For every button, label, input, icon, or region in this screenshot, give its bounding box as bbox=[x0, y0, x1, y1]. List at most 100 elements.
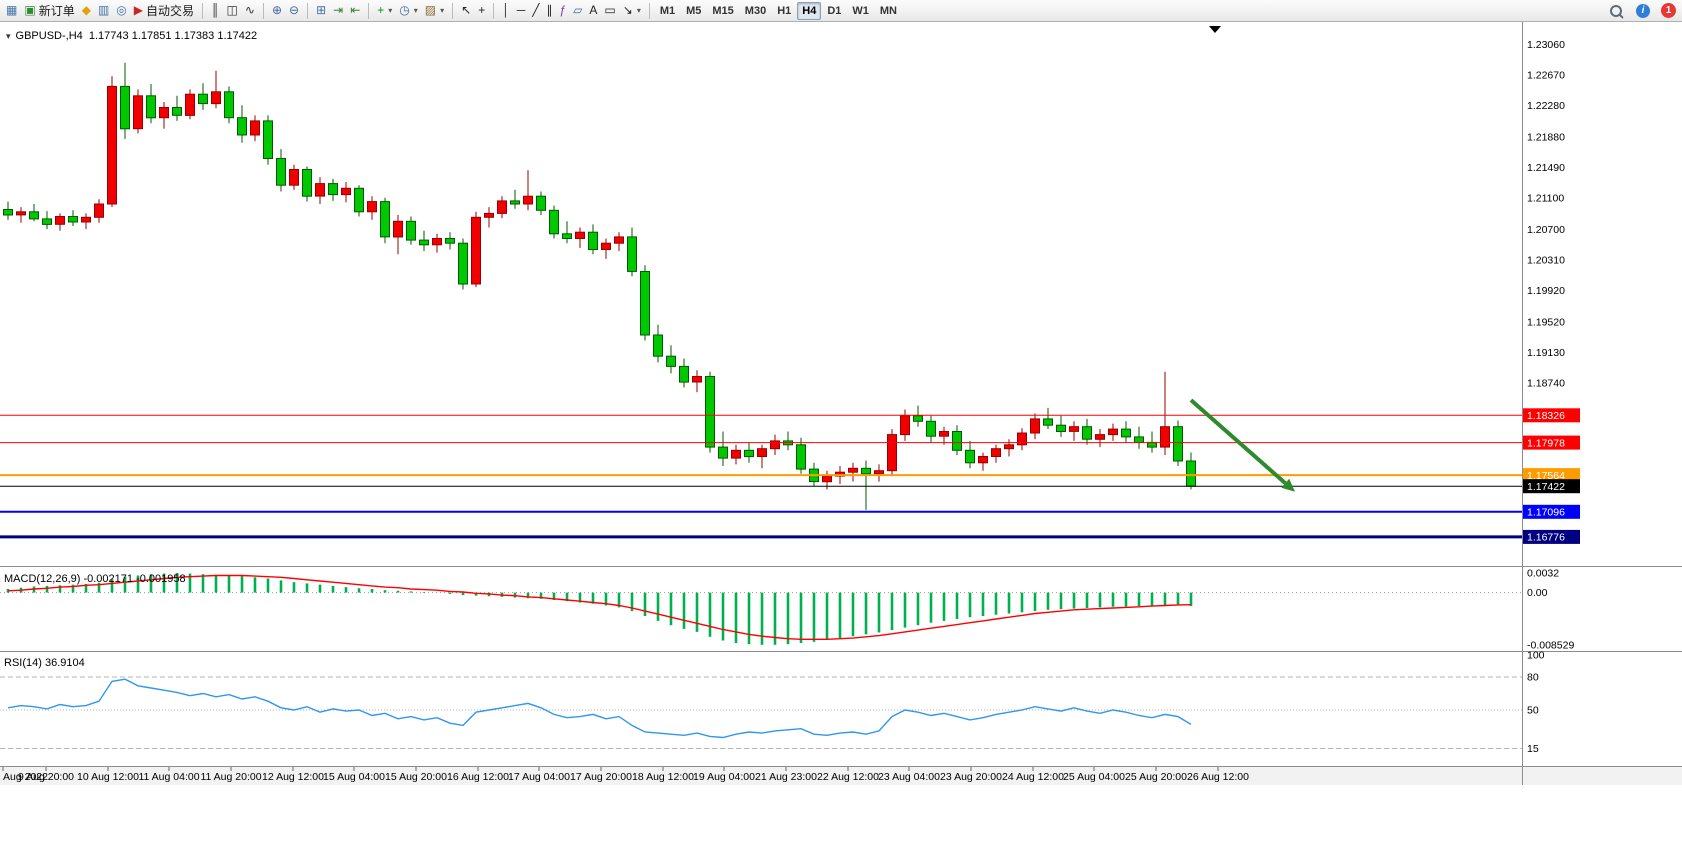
new-chart-button[interactable]: ▦ bbox=[3, 1, 20, 20]
chart-bars-icon: ║ bbox=[211, 3, 220, 17]
svg-text:1.19130: 1.19130 bbox=[1527, 347, 1565, 359]
svg-text:12 Aug 12:00: 12 Aug 12:00 bbox=[262, 771, 324, 783]
new-order-button[interactable]: ▣ 新订单 bbox=[21, 1, 77, 20]
tile-windows-icon: ⊞ bbox=[316, 3, 327, 17]
chart-shift-button[interactable]: ⇤ bbox=[347, 1, 363, 20]
one-click-trading-toggle[interactable]: ▾ bbox=[6, 30, 11, 41]
timeframe-w1-button[interactable]: W1 bbox=[852, 4, 869, 17]
periods-button[interactable]: ◷ ▾ bbox=[396, 1, 421, 20]
timeframe-h1-button[interactable]: H1 bbox=[777, 4, 792, 17]
auto-scroll-button[interactable]: ⇥ bbox=[330, 1, 346, 20]
svg-text:15: 15 bbox=[1527, 743, 1539, 755]
search-button[interactable] bbox=[1607, 1, 1625, 20]
main-toolbar: ▦ ▣ 新订单 ◆ ▥ ◎ ▶ 自动交易 ║ ◫ ∿ ⊕ ⊖ ⊞ ⇥ ⇤ + ▾ ◷ ▾ ▨ ▾ ↖ + │ ─ ╱ ∥ ƒ ▱ A ▭ ↘ ▾ M… bbox=[0, 0, 1682, 22]
price-axis: 1.23060 1.22670 1.22280 1.21880 1.21490 1.211… bbox=[1523, 39, 1580, 544]
shapes-icon: ▱ bbox=[573, 3, 583, 17]
horizontal-line-button[interactable]: ─ bbox=[514, 1, 529, 20]
timeframe-m1-button[interactable]: M1 bbox=[659, 4, 676, 17]
crosshair-icon: + bbox=[478, 3, 486, 17]
templates-caret-icon[interactable]: ▾ bbox=[440, 6, 445, 15]
chart-line-button[interactable]: ∿ bbox=[242, 1, 258, 20]
fibonacci-icon: ƒ bbox=[559, 3, 567, 17]
svg-text:23 Aug 20:00: 23 Aug 20:00 bbox=[940, 771, 1002, 783]
new-order-label: 新订单 bbox=[38, 4, 75, 18]
text-label-button[interactable]: ▭ bbox=[601, 1, 618, 20]
rsi-axis: 100 80 50 15 bbox=[1527, 650, 1545, 756]
price-tag-1.16776 bbox=[1523, 529, 1580, 544]
auto-trading-button[interactable]: ▶ 自动交易 bbox=[131, 1, 197, 20]
svg-text:1.16776: 1.16776 bbox=[1527, 532, 1565, 544]
timeframe-mn-button[interactable]: MN bbox=[879, 4, 897, 17]
cursor-button[interactable]: ↖ bbox=[458, 1, 474, 20]
svg-text:0.00: 0.00 bbox=[1527, 587, 1548, 599]
chart-candles-icon: ◫ bbox=[226, 3, 238, 17]
svg-text:11 Aug 04:00: 11 Aug 04:00 bbox=[138, 771, 199, 783]
zoom-in-button[interactable]: ⊕ bbox=[269, 1, 285, 20]
svg-text:80: 80 bbox=[1527, 672, 1539, 684]
arrows-button[interactable]: ↘ ▾ bbox=[620, 1, 644, 20]
chart-window: Aug 2022 9 Aug 20:00 10 Aug 12:00 11 Aug 04… bbox=[0, 22, 1682, 841]
svg-text:23 Aug 04:00: 23 Aug 04:00 bbox=[878, 771, 940, 783]
vertical-line-button[interactable]: │ bbox=[499, 1, 513, 20]
trend-arrow-annotation[interactable] bbox=[1189, 398, 1295, 492]
market-watch-button[interactable]: ◆ bbox=[79, 1, 94, 20]
cursor-icon: ↖ bbox=[461, 3, 472, 17]
svg-text:25 Aug 04:00: 25 Aug 04:00 bbox=[1063, 771, 1125, 783]
indicators-button[interactable]: + ▾ bbox=[374, 1, 395, 20]
periods-caret-icon[interactable]: ▾ bbox=[413, 6, 418, 15]
svg-text:1.21880: 1.21880 bbox=[1527, 131, 1565, 143]
svg-text:1.19920: 1.19920 bbox=[1527, 285, 1565, 297]
chart-candles-button[interactable]: ◫ bbox=[224, 1, 241, 20]
timeframe-m5-button[interactable]: M5 bbox=[686, 4, 702, 17]
fibonacci-button[interactable]: ƒ bbox=[556, 1, 569, 20]
svg-text:1.18740: 1.18740 bbox=[1527, 378, 1565, 390]
tile-windows-button[interactable]: ⊞ bbox=[313, 1, 329, 20]
help-button[interactable]: i bbox=[1633, 1, 1653, 20]
text-button[interactable]: A bbox=[586, 1, 600, 20]
hlines-layer[interactable] bbox=[0, 414, 1522, 539]
chart-bars-button[interactable]: ║ bbox=[208, 1, 223, 20]
market-watch-icon: ◆ bbox=[81, 3, 91, 17]
timeframe-m15-button[interactable]: M15 bbox=[712, 4, 734, 17]
data-window-icon: ▥ bbox=[97, 3, 110, 17]
rsi-label: RSI(14) 36.9104 bbox=[4, 657, 85, 669]
templates-button[interactable]: ▨ ▾ bbox=[422, 1, 447, 20]
timeframe-m30-button[interactable]: M30 bbox=[744, 4, 767, 17]
data-window-button[interactable]: ▥ bbox=[95, 1, 112, 20]
svg-text:1.20700: 1.20700 bbox=[1527, 224, 1565, 236]
zoom-out-button[interactable]: ⊖ bbox=[286, 1, 302, 20]
svg-text:1.22280: 1.22280 bbox=[1527, 100, 1565, 112]
svg-text:1.22670: 1.22670 bbox=[1527, 69, 1565, 81]
svg-text:17 Aug 20:00: 17 Aug 20:00 bbox=[570, 771, 632, 783]
timeframe-h4-button[interactable]: H4 bbox=[797, 1, 822, 20]
toolbar-separator bbox=[648, 2, 650, 19]
help-icon: i bbox=[1636, 3, 1650, 18]
indicators-caret-icon[interactable]: ▾ bbox=[388, 6, 393, 15]
svg-text:0.0032: 0.0032 bbox=[1527, 568, 1559, 580]
svg-text:100: 100 bbox=[1527, 650, 1545, 662]
timeframe-d1-button[interactable]: D1 bbox=[827, 4, 842, 17]
svg-text:25 Aug 20:00: 25 Aug 20:00 bbox=[1125, 771, 1187, 783]
toolbar-separator bbox=[202, 2, 204, 19]
svg-text:1.17978: 1.17978 bbox=[1527, 437, 1565, 449]
indicators-icon: + bbox=[377, 3, 385, 17]
svg-text:15 Aug 04:00: 15 Aug 04:00 bbox=[323, 771, 385, 783]
svg-text:19 Aug 04:00: 19 Aug 04:00 bbox=[693, 771, 755, 783]
trend-line-button[interactable]: ╱ bbox=[529, 1, 542, 20]
crosshair-button[interactable]: + bbox=[475, 1, 488, 20]
macd-signal-line bbox=[7, 574, 1192, 640]
text-label-icon: ▭ bbox=[604, 3, 616, 17]
navigator-button[interactable]: ◎ bbox=[113, 1, 129, 20]
notification-badge[interactable]: 1 bbox=[1661, 3, 1676, 18]
toolbar-separator bbox=[307, 2, 309, 19]
arrows-caret-icon[interactable]: ▾ bbox=[636, 6, 641, 15]
equidistant-channel-button[interactable]: ∥ bbox=[543, 1, 555, 20]
toolbar-right: i 1 bbox=[1607, 1, 1679, 20]
svg-text:10 Aug 12:00: 10 Aug 12:00 bbox=[77, 771, 139, 783]
zoom-out-icon: ⊖ bbox=[289, 3, 300, 17]
svg-text:1.20310: 1.20310 bbox=[1527, 255, 1565, 267]
shapes-button[interactable]: ▱ bbox=[570, 1, 585, 20]
svg-text:1.17564: 1.17564 bbox=[1527, 470, 1565, 482]
